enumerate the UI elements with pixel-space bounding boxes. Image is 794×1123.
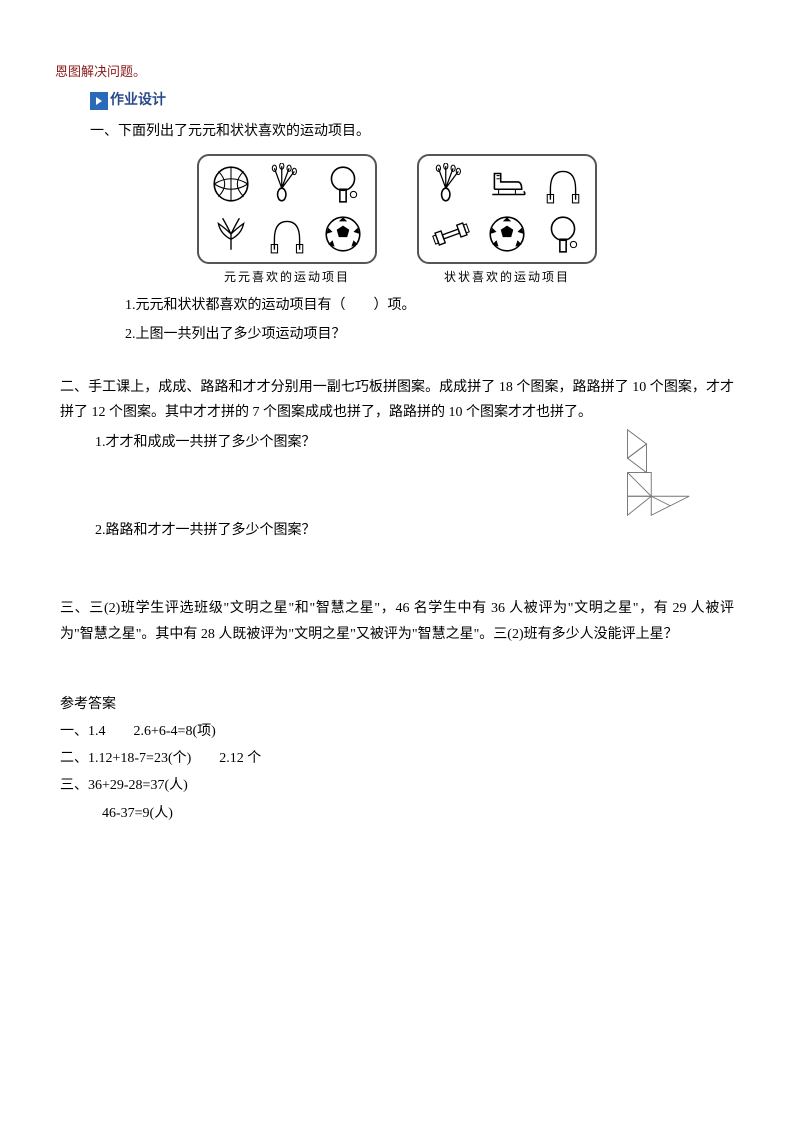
card2: 状状喜欢的运动项目 [417,154,597,289]
header-note: 恩图解决问题。 [55,60,734,83]
arrow-icon [90,92,108,110]
card1-frame [197,154,377,264]
q2-wrap: 1.才才和成成一共拼了多少个图案？ 2.路路和才才一共拼了多少个图案？ [60,430,734,546]
jumprope-icon [260,210,313,257]
jumprope2-icon [537,161,590,208]
q2-sub2: 2.路路和才才一共拼了多少个图案？ [95,518,599,543]
section-title: 作业设计 [90,88,734,113]
answers-title: 参考答案 [60,692,734,717]
answer-2: 二、1.12+18-7=23(个) 2.12 个 [60,746,734,771]
answers: 参考答案 一、1.4 2.6+6-4=8(项) 二、1.12+18-7=23(个… [60,692,734,826]
q2-sub1: 1.才才和成成一共拼了多少个图案？ [95,430,599,455]
badminton2-icon [424,161,477,208]
cards-row: 元元喜欢的运动项目 状状喜欢的运动项目 [60,154,734,289]
badminton-icon [260,161,313,208]
basketball-icon [204,161,257,208]
q1-sub2: 2.上图一共列出了多少项运动项目？ [125,322,734,347]
plant-icon [204,210,257,257]
card2-frame [417,154,597,264]
card2-caption: 状状喜欢的运动项目 [417,267,597,289]
tangram-icon [599,425,694,529]
skate-icon [480,161,533,208]
paddle-icon [317,161,370,208]
q1-intro: 一、下面列出了元元和状状喜欢的运动项目。 [90,119,734,144]
q1-sub1: 1.元元和状状都喜欢的运动项目有（ ）项。 [125,293,734,318]
q2-intro: 二、手工课上，成成、路路和才才分别用一副七巧板拼图案。成成拼了 18 个图案，路… [60,375,734,425]
answer-3: 三、36+29-28=37(人) [60,773,734,798]
soccer2-icon [480,210,533,257]
card1: 元元喜欢的运动项目 [197,154,377,289]
paddle2-icon [537,210,590,257]
q3-intro: 三、三(2)班学生评选班级"文明之星"和"智慧之星"，46 名学生中有 36 人… [60,596,734,646]
answer-3b: 46-37=9(人) [102,801,734,826]
soccer-icon [317,210,370,257]
card1-caption: 元元喜欢的运动项目 [197,267,377,289]
dumbbell-icon [424,210,477,257]
section-title-text: 作业设计 [110,88,166,113]
answer-1: 一、1.4 2.6+6-4=8(项) [60,719,734,744]
